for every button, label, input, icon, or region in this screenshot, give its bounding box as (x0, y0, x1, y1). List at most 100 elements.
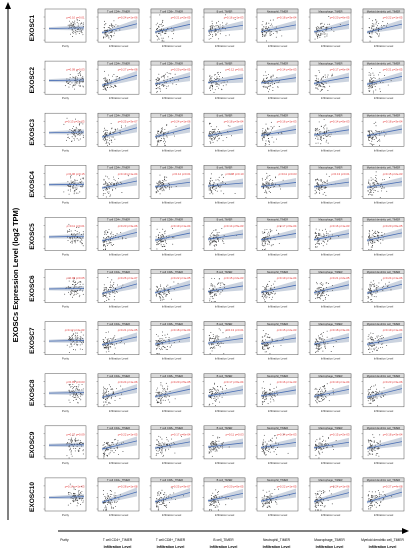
data-point (107, 144, 108, 146)
data-point (210, 292, 212, 294)
data-point (163, 133, 165, 135)
data-point (327, 446, 329, 448)
data-point (110, 31, 112, 32)
data-point (368, 345, 370, 347)
data-point (79, 175, 81, 177)
data-point (106, 189, 108, 191)
data-point (69, 81, 71, 83)
data-point (73, 183, 75, 185)
data-point (73, 22, 75, 24)
data-point (168, 339, 170, 341)
data-point (77, 134, 79, 136)
data-point (376, 337, 378, 339)
data-point (67, 137, 69, 138)
panel-strip (97, 269, 140, 274)
data-point (156, 182, 158, 184)
data-point (211, 393, 213, 395)
data-point (317, 396, 319, 398)
data-point (75, 135, 77, 137)
data-point (80, 31, 82, 33)
data-point (70, 338, 72, 340)
data-point (324, 444, 326, 446)
data-point (263, 393, 265, 395)
data-point (265, 392, 267, 394)
data-point (169, 444, 170, 445)
data-point (105, 230, 107, 232)
data-point (262, 329, 264, 331)
data-point (368, 137, 370, 138)
data-point (210, 77, 211, 79)
data-point (164, 176, 166, 178)
data-point (163, 28, 165, 30)
data-point (261, 295, 263, 297)
data-point (264, 192, 266, 194)
data-point (262, 347, 264, 349)
stat-label: ρ=0.16 p=1e-03 (277, 120, 297, 124)
data-point (82, 341, 84, 343)
data-point (76, 128, 78, 130)
data-point (267, 73, 269, 75)
stat-label: ρ=0.24 p=1e-06 (171, 120, 191, 124)
data-point (110, 184, 112, 186)
data-point (209, 452, 211, 454)
fit-line (101, 180, 138, 189)
data-point (213, 338, 215, 340)
data-point (104, 129, 106, 131)
data-point (164, 389, 166, 391)
data-point (319, 387, 321, 389)
data-point (160, 285, 162, 287)
data-point (156, 81, 157, 83)
data-point (105, 23, 107, 25)
data-point (270, 392, 272, 394)
data-point (265, 397, 267, 399)
data-point (80, 441, 82, 443)
data-point (76, 341, 78, 343)
data-point (106, 139, 108, 141)
data-point (320, 27, 322, 29)
data-point (112, 389, 114, 391)
data-point (330, 351, 332, 352)
data-point (209, 244, 211, 245)
data-point (224, 287, 225, 289)
data-point (217, 397, 219, 399)
data-point (108, 236, 110, 238)
data-point (219, 343, 221, 345)
data-point (314, 75, 316, 77)
data-point (111, 395, 113, 397)
stat-label: ρ=0.19 p=1e-04 (383, 328, 403, 332)
panel-title: Neutrophil_TIMER (267, 322, 288, 326)
data-point (264, 301, 266, 303)
data-point (271, 182, 273, 184)
panel-title: B cell_TIMER (217, 61, 233, 65)
data-point (218, 447, 220, 449)
data-point (211, 77, 213, 79)
data-point (371, 294, 372, 296)
data-point (316, 77, 318, 79)
data-point (265, 130, 267, 132)
data-point (77, 183, 79, 185)
data-point (163, 444, 165, 446)
data-point (326, 139, 328, 141)
data-point (106, 394, 108, 396)
data-point (209, 32, 211, 34)
data-point (372, 90, 374, 92)
data-point (109, 287, 111, 289)
data-point (373, 340, 375, 342)
data-point (109, 38, 111, 40)
data-point (320, 449, 322, 451)
data-point (108, 137, 110, 139)
data-point (160, 236, 162, 238)
data-point (371, 246, 373, 248)
data-point (222, 25, 224, 27)
data-point (73, 191, 75, 193)
data-point (217, 389, 219, 391)
data-point (115, 24, 117, 26)
data-point (81, 394, 83, 396)
data-point (106, 388, 108, 390)
data-point (103, 393, 105, 395)
data-point (156, 439, 158, 440)
data-point (318, 337, 320, 338)
stat-label: ρ=0.09 p=0.03 (66, 380, 85, 384)
panel-title: T cell CD4+_TIMER (107, 61, 130, 65)
